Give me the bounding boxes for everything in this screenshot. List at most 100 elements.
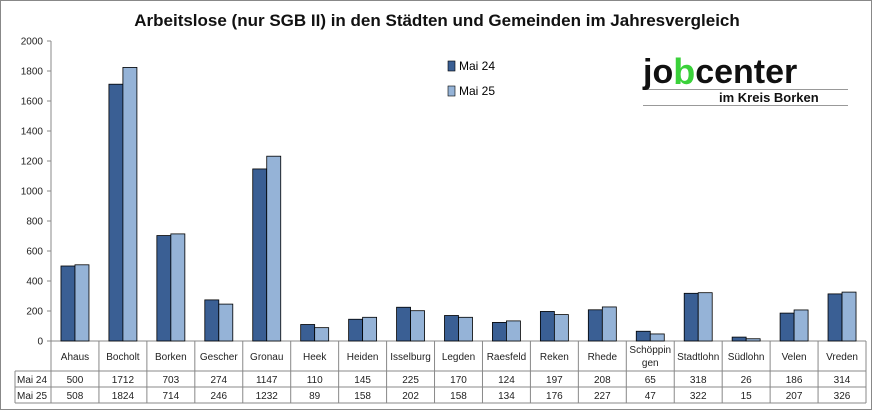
bar-mai-25	[122, 67, 138, 342]
jobcenter-logo: jo b center im Kreis Borken	[643, 51, 848, 106]
table-value: 158	[450, 391, 467, 402]
legend-label: Mai 25	[459, 84, 495, 98]
table-value: 158	[354, 391, 371, 402]
legend-swatch	[447, 85, 456, 97]
category-label: Ahaus	[61, 352, 89, 363]
bar-mai-25	[74, 264, 90, 342]
y-tick-label: 400	[26, 277, 43, 288]
logo-main: jo b center	[643, 51, 848, 92]
y-tick-label: 2000	[21, 37, 44, 48]
table-value: 1147	[256, 375, 278, 386]
category-label: gen	[642, 358, 659, 369]
logo-main-b: b	[673, 51, 696, 92]
category-label: Heiden	[347, 352, 379, 363]
table-value: 186	[786, 375, 803, 386]
bar-mai-25	[649, 333, 665, 342]
bar-mai-25	[745, 338, 761, 342]
bar-mai-24	[156, 235, 172, 342]
bar-mai-25	[266, 155, 282, 342]
table-value: 207	[786, 391, 803, 402]
chart-title: Arbeitslose (nur SGB II) in den Städten …	[134, 11, 740, 30]
category-label: Vreden	[826, 352, 858, 363]
bar-mai-24	[444, 315, 459, 342]
table-value: 134	[498, 391, 515, 402]
bar-mai-24	[827, 293, 843, 342]
category-label: Borken	[155, 352, 187, 363]
bar-mai-24	[396, 306, 411, 342]
legend-label: Mai 24	[459, 59, 495, 73]
y-tick-label: 200	[26, 307, 43, 318]
bar-mai-24	[60, 265, 76, 342]
table-value: 500	[67, 375, 84, 386]
bar-mai-25	[553, 314, 569, 342]
category-label: Velen	[782, 352, 807, 363]
table-value: 703	[163, 375, 180, 386]
bar-mai-24	[731, 336, 747, 342]
table-value: 170	[450, 375, 467, 386]
table-value: 314	[834, 375, 851, 386]
bar-mai-24	[779, 312, 795, 342]
table-value: 124	[498, 375, 515, 386]
category-label: Gronau	[250, 352, 283, 363]
category-label: Südlohn	[728, 352, 765, 363]
category-label: Raesfeld	[487, 352, 526, 363]
table-value: 89	[309, 391, 321, 402]
table-value: 318	[690, 375, 707, 386]
table-value: 274	[210, 375, 227, 386]
category-label: Reken	[540, 352, 569, 363]
logo-sub: im Kreis Borken	[643, 90, 848, 106]
bar-mai-24	[300, 324, 316, 342]
table-value: 110	[307, 375, 323, 386]
y-tick-label: 800	[26, 217, 43, 228]
table-value: 246	[210, 391, 227, 402]
table-value: 326	[834, 391, 851, 402]
table-value: 1232	[256, 391, 279, 402]
bar-mai-25	[793, 309, 809, 342]
category-label: Isselburg	[390, 352, 431, 363]
bar-mai-25	[410, 310, 425, 342]
bar-mai-24	[683, 292, 699, 342]
table-series-label: Mai 25	[17, 391, 47, 402]
y-tick-label: 0	[37, 337, 43, 348]
y-tick-label: 1800	[21, 67, 44, 78]
logo-main-left: jo	[643, 53, 674, 91]
logo-main-right: center	[695, 53, 798, 91]
y-tick-label: 1200	[21, 157, 44, 168]
bar-mai-24	[204, 299, 220, 342]
y-tick-label: 1600	[21, 97, 44, 108]
table-value: 176	[546, 391, 563, 402]
table-value: 225	[402, 375, 419, 386]
table-value: 227	[594, 391, 611, 402]
category-label: Rhede	[588, 352, 618, 363]
category-label: Bocholt	[106, 352, 140, 363]
bar-mai-24	[348, 318, 364, 342]
bar-mai-24	[587, 309, 603, 342]
bar-mai-24	[635, 330, 651, 342]
category-label: Legden	[442, 352, 475, 363]
y-tick-label: 1000	[21, 187, 44, 198]
category-label: Heek	[303, 352, 327, 363]
bar-mai-24	[252, 168, 268, 342]
table-value: 208	[594, 375, 611, 386]
table-value: 65	[645, 375, 657, 386]
y-tick-label: 600	[26, 247, 43, 258]
bar-mai-25	[314, 327, 330, 342]
table-value: 26	[741, 375, 753, 386]
bar-mai-24	[539, 311, 555, 342]
y-tick-label: 1400	[21, 127, 44, 138]
bar-mai-25	[697, 292, 713, 342]
bar-mai-25	[506, 320, 521, 342]
table-value: 15	[741, 391, 753, 402]
table-value: 1712	[112, 375, 135, 386]
legend-swatch	[447, 60, 456, 72]
category-label: Schöppin	[629, 345, 671, 356]
table-value: 508	[67, 391, 84, 402]
table-value: 714	[163, 391, 180, 402]
table-value: 197	[546, 375, 563, 386]
category-label: Gescher	[200, 352, 238, 363]
table-series-label: Mai 24	[17, 375, 47, 386]
bar-mai-25	[218, 303, 234, 342]
bar-mai-25	[841, 291, 857, 342]
